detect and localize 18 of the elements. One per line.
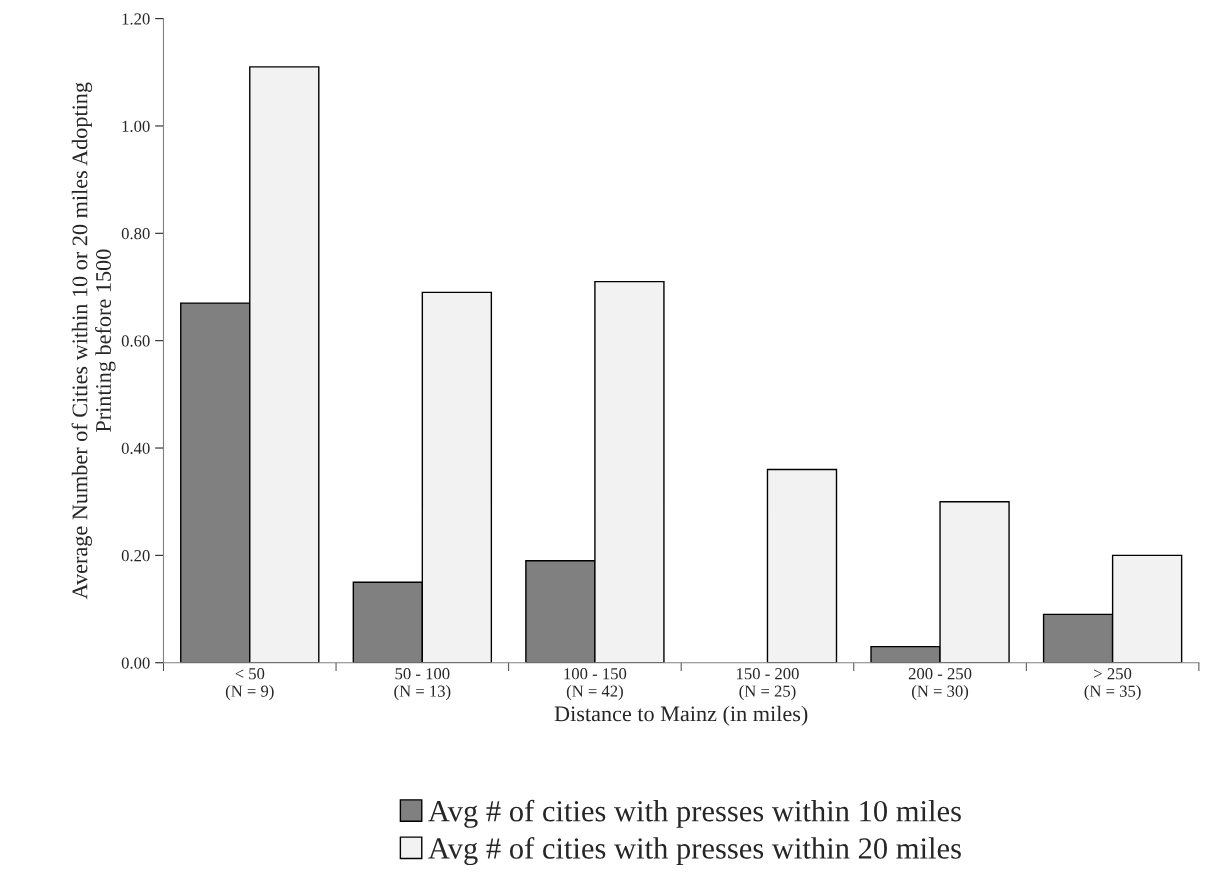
x-tick-label: 150 - 200 (N = 25) (737, 668, 799, 701)
y-axis-title: Average Number of Cities within 10 or 20 miles Adopting Printing before 1500 (71, 82, 116, 600)
x-tick-label: < 50 (N = 9) (225, 668, 274, 701)
y-tick-label: 0.40 (121, 442, 150, 455)
y-tick-label: 0.80 (121, 228, 150, 240)
y-tick-label: 1.20 (122, 13, 150, 25)
x-tick-label: > 250 (N = 35) (1084, 668, 1141, 701)
x-tick-label: 200 - 250 (N = 30) (908, 668, 972, 701)
x-axis-title: Distance to Mainz (in miles) (554, 705, 808, 726)
legend-label: Avg # of cities with presses within 10 miles (428, 799, 961, 828)
y-tick-label: 0.60 (121, 335, 150, 347)
legend-label: Avg # of cities with presses within 20 miles (428, 837, 961, 866)
bar (766, 468, 838, 663)
x-tick-label: 100 - 150 (N = 42) (564, 668, 627, 701)
x-tick-label: 50 - 100 (N = 13) (394, 668, 451, 701)
y-tick-label: 1.00 (122, 120, 150, 132)
y-tick-label: 0.20 (121, 550, 150, 562)
y-tick-label: 0.00 (121, 657, 150, 669)
